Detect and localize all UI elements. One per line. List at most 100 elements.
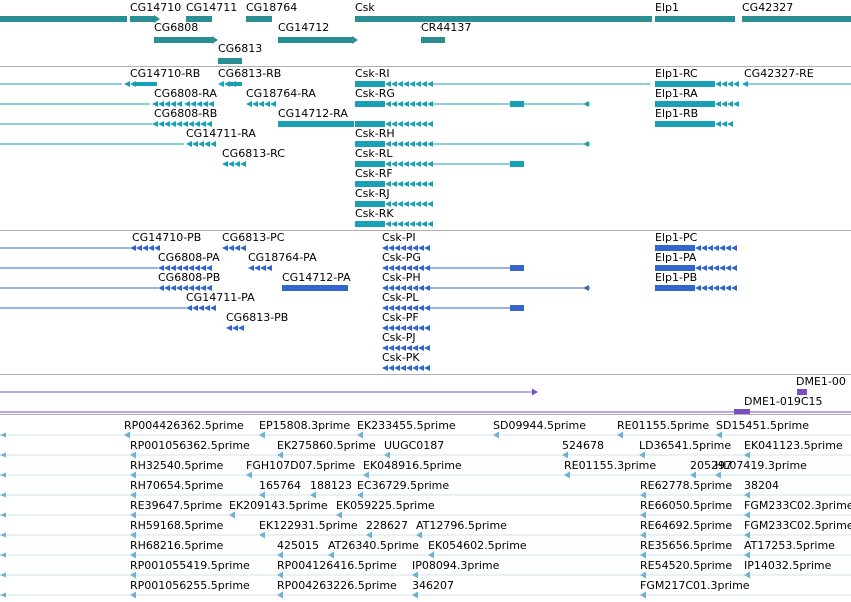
transcript-exon[interactable] [210,141,216,147]
transcript-exon[interactable] [427,181,433,187]
protein-label[interactable]: Csk-PG [382,251,421,264]
transcript-exon[interactable] [403,141,409,147]
transcript-exon[interactable] [403,121,409,127]
transcript-exon[interactable] [427,221,433,227]
protein-label[interactable]: CG14711-PA [186,291,255,304]
protein-label[interactable]: CG14712-PA [282,271,351,284]
protein-exon[interactable] [412,245,418,251]
transcript-label[interactable]: Csk-RL [355,147,393,160]
transcript-exon[interactable] [158,101,164,107]
gene-strand-arrow[interactable] [352,36,358,44]
protein-exon[interactable] [176,265,182,271]
est-marker[interactable] [336,511,342,519]
gene-label[interactable]: CR44137 [421,21,472,34]
est-label[interactable]: RP004263226.5prime [277,579,397,592]
gene-bar[interactable] [246,16,272,22]
transcript-exon[interactable] [198,141,204,147]
protein-exon[interactable] [406,365,412,371]
protein-label[interactable]: CG6813-PB [226,311,289,324]
protein-exon[interactable] [232,325,238,331]
protein-exon[interactable] [725,245,731,251]
transcript-exon[interactable] [403,81,409,87]
transcript-exon[interactable] [397,201,403,207]
protein-exon[interactable] [412,305,418,311]
transcript-exon[interactable] [355,221,385,227]
est-marker[interactable] [744,531,750,539]
est-marker[interactable] [640,551,646,559]
est-marker[interactable] [0,592,6,598]
protein-exon[interactable] [424,325,430,331]
est-label[interactable]: 205297 [690,459,732,472]
est-label[interactable]: 425015 [277,539,319,552]
transcript-exon[interactable] [234,161,240,167]
est-marker[interactable] [744,451,750,459]
gene-label[interactable]: CG6808 [154,21,199,34]
transcript-exon[interactable] [421,81,427,87]
transcript-exon[interactable] [152,121,158,127]
protein-exon[interactable] [406,345,412,351]
est-marker[interactable] [562,451,568,459]
protein-exon[interactable] [248,265,254,271]
est-marker[interactable] [259,491,265,499]
transcript-exon[interactable] [727,81,733,87]
transcript-exon[interactable] [721,101,727,107]
protein-exon[interactable] [719,285,725,291]
protein-exon[interactable] [158,265,164,271]
transcript-exon[interactable] [355,101,385,107]
est-marker[interactable] [259,531,265,539]
est-marker[interactable] [640,571,646,579]
transcript-exon[interactable] [218,81,224,87]
gene-label[interactable]: CG14711 [186,1,238,14]
est-marker[interactable] [0,432,6,438]
transcript-exon[interactable] [200,121,206,127]
transcript-exon[interactable] [188,121,194,127]
protein-exon[interactable] [406,265,412,271]
protein-exon[interactable] [418,285,424,291]
transcript-exon[interactable] [397,121,403,127]
est-label[interactable]: EK054602.5prime [428,539,527,552]
transcript-exon[interactable] [415,161,421,167]
est-marker[interactable] [384,451,390,459]
transcript-label[interactable]: Csk-RJ [355,187,390,200]
est-marker[interactable] [130,471,136,479]
transcript-exon[interactable] [194,121,200,127]
protein-exon[interactable] [394,245,400,251]
transcript-exon[interactable] [409,81,415,87]
transcript-exon[interactable] [202,101,208,107]
est-marker[interactable] [428,551,434,559]
protein-exon[interactable] [382,245,388,251]
transcript-exon[interactable] [240,161,246,167]
transcript-exon[interactable] [355,81,385,87]
est-marker[interactable] [0,552,6,558]
transcript-exon[interactable] [421,181,427,187]
est-marker[interactable] [130,551,136,559]
transcript-exon[interactable] [403,161,409,167]
protein-exon[interactable] [238,325,244,331]
protein-exon[interactable] [206,285,212,291]
transcript-exon[interactable] [152,101,158,107]
transcript-exon[interactable] [403,221,409,227]
protein-exon[interactable] [164,285,170,291]
transcript-exon[interactable] [583,101,589,107]
est-marker[interactable] [493,431,499,439]
transcript-exon[interactable] [208,101,214,107]
protein-exon[interactable] [701,245,707,251]
protein-exon[interactable] [192,305,198,311]
protein-exon[interactable] [130,245,136,251]
est-label[interactable]: FGM233C02.5prime [744,519,851,532]
protein-exon[interactable] [713,245,719,251]
est-label[interactable]: EK275860.5prime [277,439,376,452]
protein-label[interactable]: Elp1-PC [655,231,698,244]
protein-label[interactable]: Elp1-PA [655,251,697,264]
protein-label[interactable]: Csk-PJ [382,331,416,344]
transcript-exon[interactable] [222,161,228,167]
transcript-exon[interactable] [421,221,427,227]
est-marker[interactable] [617,431,623,439]
transcript-exon[interactable] [355,121,385,127]
protein-exon[interactable] [695,265,701,271]
clone-end[interactable] [797,389,807,395]
gene-bar[interactable] [421,37,445,43]
protein-exon[interactable] [424,345,430,351]
est-marker[interactable] [130,511,136,519]
protein-exon[interactable] [719,245,725,251]
